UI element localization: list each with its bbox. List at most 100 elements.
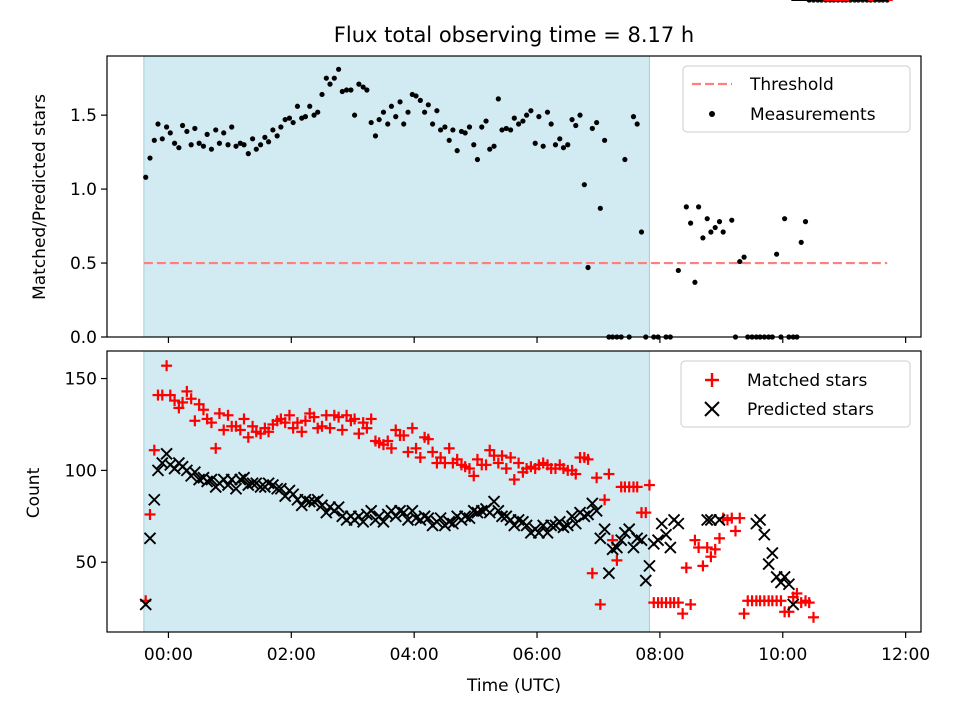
- measurement-point: [278, 124, 284, 130]
- predicted-star-marker: [758, 528, 771, 541]
- measurement-point: [434, 108, 440, 114]
- predicted-star-marker: [635, 533, 648, 547]
- matched-star-marker: [197, 404, 209, 416]
- bottom-legend: Matched stars Predicted stars: [680, 360, 911, 428]
- measurement-point: [351, 112, 358, 118]
- predicted-star-marker: [659, 528, 673, 541]
- matched-star-marker: [402, 446, 414, 458]
- predicted-star-marker: [594, 532, 607, 545]
- bottom-y-tick-label: 150: [65, 370, 97, 390]
- measurement-point: [225, 142, 231, 148]
- predicted-star-marker: [446, 517, 460, 530]
- x-tick-label: 06:00: [513, 645, 562, 665]
- matched-star-marker: [210, 442, 222, 454]
- measurement-point: [323, 75, 329, 81]
- predicted-star-marker: [544, 519, 558, 532]
- matched-star-marker: [222, 409, 234, 421]
- matched-star-marker: [611, 554, 623, 566]
- matched-star-marker: [213, 407, 225, 419]
- matched-star-marker: [205, 417, 217, 429]
- matched-stars-series: [140, 0, 893, 623]
- matched-star-marker: [599, 494, 611, 506]
- measurements-legend-marker: [709, 111, 715, 117]
- matched-star-marker: [443, 442, 455, 454]
- matched-star-marker: [484, 444, 496, 456]
- measurement-point: [471, 142, 477, 148]
- predicted-star-marker: [615, 533, 628, 547]
- matched-star-marker: [164, 389, 176, 401]
- x-tick-label: 00:00: [144, 645, 193, 665]
- top-legend: Threshold Measurements: [682, 65, 911, 133]
- predicted-star-marker: [495, 510, 509, 523]
- measurement-point: [208, 146, 215, 152]
- measurement-point: [741, 254, 747, 260]
- matched-star-marker: [247, 420, 259, 432]
- measurement-point: [336, 66, 342, 72]
- measurement-point: [540, 143, 546, 149]
- measurement-point: [229, 124, 235, 130]
- measurement-point: [368, 119, 374, 126]
- predicted-star-marker: [357, 515, 370, 528]
- measurement-point: [155, 121, 161, 127]
- predicted-star-marker: [778, 570, 791, 584]
- predicted-star-marker: [151, 464, 165, 477]
- measurement-point: [331, 75, 337, 81]
- predicted-star-marker: [553, 515, 566, 528]
- matched-star-marker: [631, 481, 643, 493]
- top-y-axis-label: Matched/Predicted stars: [30, 94, 50, 300]
- predicted-star-marker: [590, 504, 603, 517]
- predicted-stars-legend-label: Predicted stars: [747, 400, 874, 420]
- measurement-point: [536, 114, 542, 120]
- measurement-point: [241, 142, 247, 148]
- predicted-star-marker: [443, 515, 456, 528]
- matched-star-marker: [390, 424, 402, 436]
- matched-star-marker: [807, 611, 819, 623]
- measurement-point: [442, 124, 448, 130]
- predicted-star-marker: [520, 519, 533, 532]
- matched-star-marker: [291, 417, 303, 429]
- measurement-point: [577, 112, 583, 118]
- measurement-point: [221, 130, 227, 136]
- matched-star-marker: [775, 595, 787, 607]
- observing-window-shade: [143, 55, 650, 338]
- measurement-point: [302, 114, 309, 120]
- predicted-star-marker: [766, 546, 779, 560]
- matched-star-marker: [193, 398, 205, 410]
- matched-star-marker: [181, 385, 193, 397]
- measurement-point: [589, 125, 595, 132]
- predicted-star-marker: [487, 495, 501, 508]
- measurement-point: [343, 87, 350, 93]
- measurement-point: [192, 125, 198, 132]
- measurement-point: [430, 121, 436, 127]
- matched-star-marker: [336, 424, 348, 436]
- measurement-point: [516, 121, 522, 127]
- measurement-point: [257, 142, 264, 148]
- matched-star-marker: [435, 452, 447, 464]
- matched-star-marker: [643, 479, 655, 491]
- predicted-star-marker: [651, 533, 665, 547]
- predicted-star-marker: [295, 499, 308, 512]
- measurement-point: [552, 142, 559, 148]
- predicted-star-marker: [787, 598, 800, 611]
- predicted-star-marker: [492, 504, 505, 517]
- matched-stars-legend-label: Matched stars: [747, 371, 867, 391]
- measurement-point: [380, 109, 387, 115]
- predicted-star-marker: [221, 478, 235, 492]
- measurement-point: [569, 116, 575, 123]
- measurements-series: [143, 0, 890, 340]
- measurement-point: [602, 137, 608, 143]
- measurements-legend-label: Measurements: [750, 105, 876, 125]
- measurement-point: [466, 124, 473, 130]
- matched-star-marker: [697, 560, 709, 572]
- matched-star-marker: [173, 402, 185, 414]
- measurement-point: [388, 103, 395, 109]
- matched-star-marker: [709, 543, 721, 555]
- measurement-point: [798, 239, 804, 245]
- predicted-stars-legend-marker: [704, 401, 720, 417]
- predicted-star-marker: [701, 513, 714, 527]
- matched-star-marker: [582, 453, 594, 465]
- measurement-point: [151, 137, 157, 143]
- measurement-point: [454, 148, 460, 154]
- measurement-point: [286, 115, 293, 121]
- matched-star-marker: [410, 442, 422, 454]
